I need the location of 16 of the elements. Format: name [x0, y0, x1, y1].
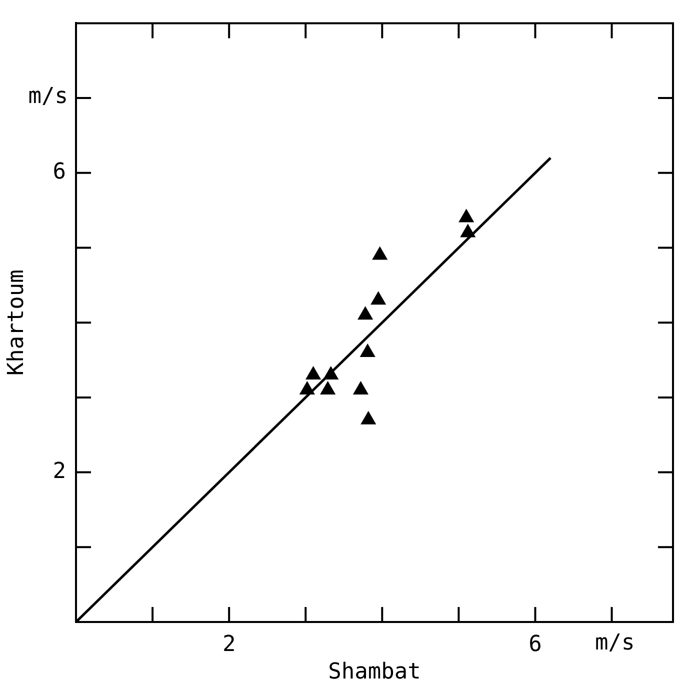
point — [360, 410, 376, 424]
y-axis-title: Khartoum — [4, 270, 29, 376]
point — [320, 380, 336, 394]
point — [370, 291, 386, 305]
point — [352, 380, 369, 394]
text: m/s — [595, 630, 635, 656]
point — [305, 366, 322, 380]
point — [458, 208, 474, 222]
x-axis-title: Shambat — [328, 660, 421, 685]
text: m/s — [28, 84, 68, 109]
point — [372, 246, 388, 260]
point — [299, 380, 315, 394]
point — [460, 224, 476, 238]
point — [358, 306, 374, 320]
point — [323, 366, 339, 380]
point — [360, 344, 376, 358]
